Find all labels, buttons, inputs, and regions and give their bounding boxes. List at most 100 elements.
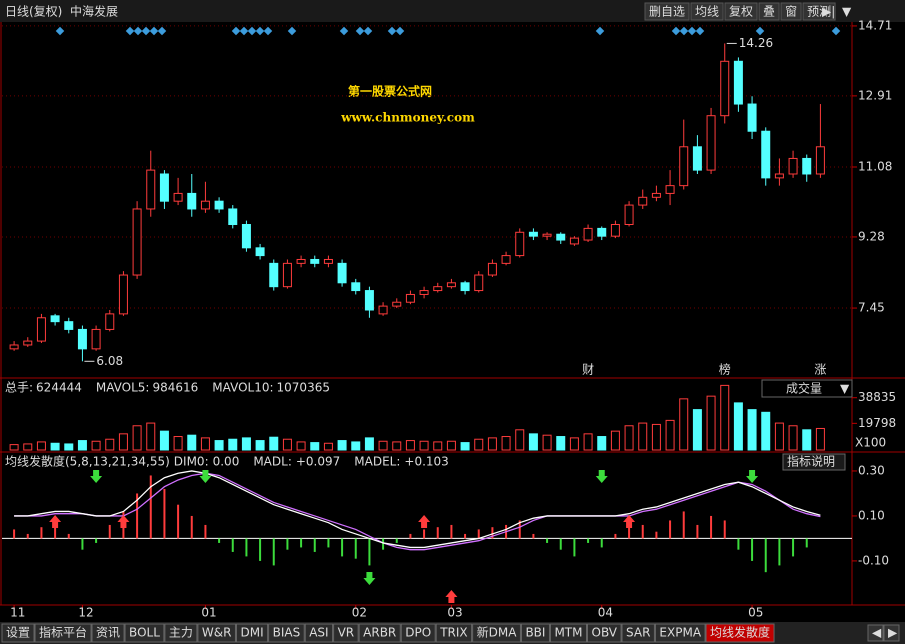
help-button[interactable] [782, 453, 846, 471]
volume-bar [392, 441, 402, 451]
volume-bar [528, 433, 538, 451]
legend-value: 984616 [152, 381, 198, 395]
toolbar-button-label: 复权 [729, 5, 753, 19]
toolbar-button[interactable] [690, 2, 724, 21]
candle-body [91, 328, 101, 350]
signal-diamond [363, 26, 373, 36]
tab[interactable] [654, 623, 706, 643]
toolbar-button[interactable] [780, 2, 802, 21]
volume-bar [433, 441, 443, 451]
tab-label: BBI [525, 626, 545, 640]
candle-body [187, 192, 197, 210]
tab[interactable] [520, 623, 550, 643]
watermark-title: 第一股票公式网 [348, 84, 432, 99]
volume-bar [569, 437, 579, 451]
event-marker[interactable]: 财 [582, 363, 594, 377]
legend-value: 624444 [36, 381, 82, 395]
legend-name: MADEL: [354, 455, 400, 469]
toolbar-button-label: 叠 [763, 5, 775, 19]
volume-bar [255, 440, 265, 451]
y-tick-label: 11.08 [858, 159, 892, 173]
tab[interactable] [304, 623, 334, 643]
tab[interactable] [435, 623, 473, 643]
tab[interactable] [621, 623, 655, 643]
candle-body [665, 185, 675, 194]
volume-bar [788, 425, 798, 451]
toolbar-icon[interactable]: ▼ [842, 5, 852, 19]
volume-bar [91, 440, 101, 451]
tab[interactable] [1, 623, 35, 643]
volume-bar [474, 438, 484, 451]
tab-label: 新DMA [477, 625, 518, 640]
volume-bar [692, 409, 702, 451]
volume-bar [105, 438, 115, 451]
candle-body [378, 305, 388, 315]
tab[interactable] [197, 623, 236, 643]
tab[interactable] [268, 623, 305, 643]
tab-label: TRIX [439, 626, 467, 640]
volume-bar [378, 440, 388, 451]
tab[interactable] [124, 623, 165, 643]
indicator-select[interactable]: 成交量 [786, 381, 822, 396]
volume-bar [583, 433, 593, 451]
candle-body [228, 208, 238, 226]
volume-bar [173, 436, 183, 451]
legend-value: 0.00 [213, 455, 240, 469]
signal-arrow [49, 515, 62, 528]
help-label[interactable]: 指标说明 [787, 454, 835, 469]
tab-label: OBV [592, 626, 618, 640]
legend-name: DIM0: [174, 455, 209, 469]
x-tick-label: 12 [78, 606, 93, 620]
candle-body [583, 227, 593, 241]
legend-name: MADL: [253, 455, 292, 469]
tab-label: 指标平台 [39, 625, 87, 640]
toolbar-button[interactable] [644, 2, 690, 21]
scroll-button[interactable] [867, 624, 884, 642]
candle-body [323, 258, 333, 264]
candle-body [802, 157, 812, 175]
candle-body [610, 224, 620, 237]
y-tick-label: 0.30 [858, 463, 885, 477]
scroll-button[interactable] [883, 624, 900, 642]
tab[interactable] [358, 623, 401, 643]
tab[interactable] [587, 623, 622, 643]
signal-arrow [117, 515, 130, 528]
tab[interactable] [549, 623, 587, 643]
tab[interactable] [34, 623, 92, 643]
tab-label: ASI [309, 626, 328, 640]
volume-bar [405, 440, 415, 451]
annotation-label: 6.08 [96, 354, 123, 368]
volume-bar [64, 443, 74, 451]
volume-bar [23, 443, 33, 451]
period-label: 日线(复权) [5, 5, 62, 19]
tab[interactable] [333, 623, 359, 643]
candle-body [23, 340, 33, 346]
tab[interactable] [91, 623, 125, 643]
volume-bar [187, 434, 197, 451]
toolbar-icon[interactable]: ▶| [822, 5, 835, 19]
tab[interactable] [705, 623, 775, 643]
indicator-dropdown[interactable] [761, 379, 853, 398]
tab-label: EXPMA [659, 626, 701, 640]
signal-diamond [55, 26, 65, 36]
signal-diamond [387, 26, 397, 36]
candle-body [282, 262, 292, 288]
event-marker[interactable]: 榜 [719, 362, 731, 377]
candle-body [446, 282, 456, 288]
tab[interactable] [164, 623, 198, 643]
toolbar-button[interactable] [758, 2, 780, 21]
volume-bar [815, 427, 825, 451]
tab[interactable] [235, 623, 269, 643]
tab-label: 均线发散度 [710, 625, 770, 640]
toolbar-button[interactable] [802, 2, 836, 21]
candle-body [706, 115, 716, 171]
volume-bar [9, 444, 19, 451]
event-marker[interactable]: 涨 [814, 362, 826, 377]
tab[interactable] [472, 623, 521, 643]
volume-bar [802, 429, 812, 451]
toolbar-button[interactable] [724, 2, 758, 21]
tab[interactable] [400, 623, 436, 643]
candle-body [405, 293, 415, 303]
